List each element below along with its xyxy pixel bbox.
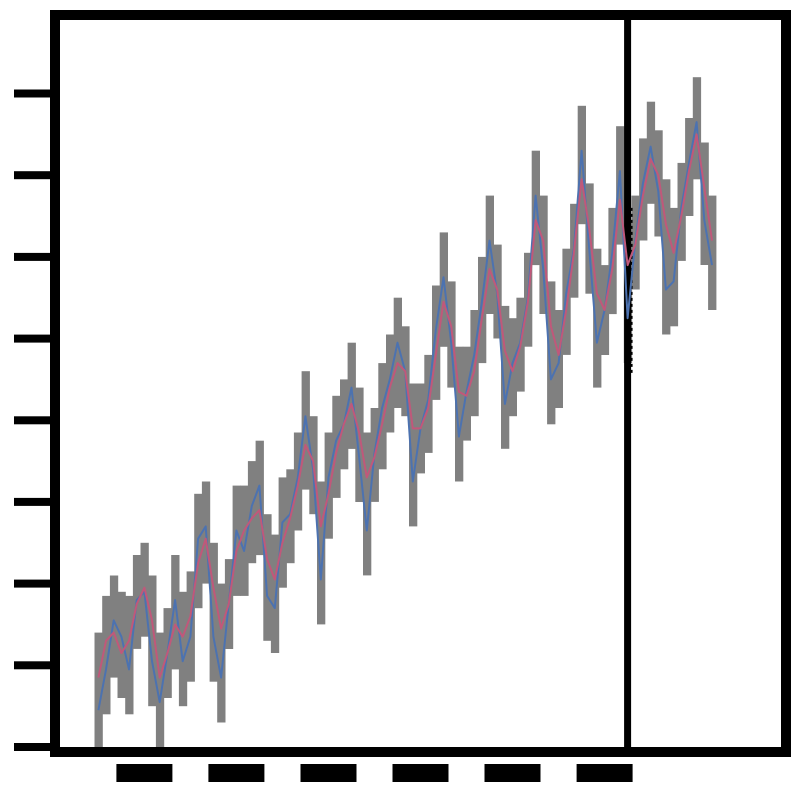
band-block bbox=[439, 232, 448, 347]
band-block bbox=[393, 297, 402, 408]
y-tick bbox=[14, 252, 55, 261]
x-tick bbox=[484, 764, 541, 782]
band-block bbox=[194, 493, 203, 609]
band-block bbox=[432, 285, 441, 400]
band-block bbox=[547, 281, 556, 425]
band-block bbox=[662, 179, 671, 335]
band-block bbox=[94, 632, 103, 756]
band-block bbox=[247, 461, 257, 564]
band-block bbox=[708, 195, 717, 310]
band-block bbox=[217, 583, 226, 723]
band-block bbox=[355, 387, 364, 502]
band-block bbox=[209, 542, 218, 682]
uncertainty-band-group bbox=[94, 77, 717, 756]
plot-frame bbox=[50, 10, 791, 757]
y-tick bbox=[14, 497, 55, 506]
y-tick bbox=[14, 661, 55, 670]
band-block bbox=[240, 485, 249, 596]
band-block bbox=[102, 595, 111, 715]
band-block bbox=[501, 305, 510, 449]
band-block bbox=[270, 534, 280, 653]
band-block bbox=[109, 575, 119, 678]
band-block bbox=[263, 514, 272, 641]
band-block bbox=[155, 632, 165, 747]
band-block bbox=[531, 150, 540, 266]
band-block bbox=[378, 363, 387, 470]
fitted-series-line bbox=[97, 133, 713, 679]
y-tick bbox=[14, 89, 55, 98]
band-block bbox=[117, 591, 126, 698]
band-block bbox=[278, 477, 287, 588]
band-block bbox=[332, 395, 341, 498]
band-block bbox=[485, 195, 494, 314]
band-block bbox=[478, 256, 487, 364]
x-tick bbox=[116, 764, 173, 782]
band-block bbox=[171, 555, 180, 670]
band-block bbox=[125, 595, 134, 715]
band-block bbox=[301, 371, 310, 490]
y-tick bbox=[14, 171, 55, 180]
y-tick bbox=[14, 743, 55, 751]
forecast-divider-group bbox=[624, 15, 633, 752]
x-tick bbox=[576, 764, 633, 782]
y-tick bbox=[14, 579, 55, 588]
band-block bbox=[455, 346, 464, 482]
band-block bbox=[148, 575, 157, 707]
band-block bbox=[409, 383, 418, 527]
band-block bbox=[593, 248, 602, 388]
band-block bbox=[669, 207, 679, 327]
band-block bbox=[700, 142, 709, 265]
band-block bbox=[317, 481, 326, 625]
x-tick bbox=[392, 764, 449, 782]
y-tick bbox=[14, 416, 55, 425]
series-lines-group bbox=[97, 121, 713, 711]
x-tick bbox=[208, 764, 265, 782]
axis-ticks-group bbox=[14, 89, 633, 782]
x-tick bbox=[300, 764, 357, 782]
band-block bbox=[363, 432, 372, 576]
band-block bbox=[654, 130, 663, 237]
band-block bbox=[178, 591, 188, 707]
band-block bbox=[232, 485, 241, 596]
y-tick bbox=[14, 334, 55, 343]
